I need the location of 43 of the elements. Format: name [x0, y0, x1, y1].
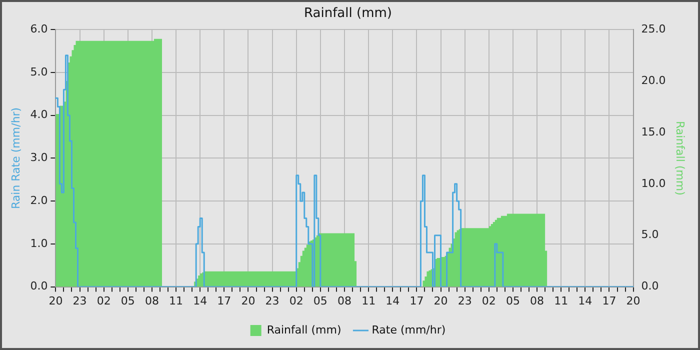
- x-tick-label: 14: [578, 294, 592, 308]
- y-tick-label: 6.0: [30, 22, 48, 36]
- y-tick-label: 3.0: [30, 151, 48, 164]
- y2-tick-label: 15.0: [641, 125, 666, 138]
- x-tick-label: 11: [362, 294, 376, 308]
- x-tick-label: 05: [313, 294, 328, 308]
- y-tick-label: 0.0: [30, 280, 48, 293]
- x-tick-label: 02: [96, 294, 111, 308]
- legend-label: Rate (mm/hr): [372, 323, 446, 336]
- y-tick-label: 5.0: [30, 65, 48, 78]
- y2-tick-label: 0.0: [641, 280, 659, 293]
- x-tick-label: 20: [241, 294, 256, 308]
- x-tick-label: 11: [169, 294, 184, 308]
- x-tick-label: 02: [482, 294, 496, 308]
- x-tick-label: 14: [193, 294, 208, 308]
- x-tick-label: 11: [554, 294, 568, 308]
- y-tick-label: 1.0: [30, 236, 48, 250]
- x-tick-label: 20: [626, 294, 640, 308]
- y-tick-label: 2.0: [30, 194, 48, 207]
- y2-axis-title: Rainfall (mm): [674, 120, 687, 196]
- x-tick-label: 23: [458, 294, 472, 308]
- x-tick-label: 17: [410, 294, 424, 308]
- x-tick-label: 23: [72, 294, 87, 308]
- x-tick-label: 20: [48, 294, 63, 308]
- y2-tick-label: 5.0: [641, 228, 659, 242]
- y2-tick-label: 10.0: [641, 176, 666, 190]
- x-tick-label: 17: [602, 294, 616, 308]
- y2-tick-label: 25.0: [641, 22, 666, 36]
- chart-title: Rainfall (mm): [304, 6, 392, 22]
- legend-label: Rainfall (mm): [266, 323, 342, 336]
- x-tick-label: 05: [506, 294, 520, 308]
- x-tick-label: 08: [144, 294, 159, 308]
- x-tick-label: 08: [530, 294, 544, 308]
- x-tick-label: 05: [120, 294, 135, 308]
- y-axis-title: Rain Rate (mm/hr): [9, 107, 22, 210]
- x-tick-label: 20: [434, 294, 448, 308]
- y2-tick-label: 20.0: [641, 74, 666, 87]
- x-tick-label: 02: [289, 294, 304, 308]
- x-tick-label: 14: [386, 294, 400, 308]
- x-tick-label: 23: [265, 294, 280, 308]
- x-tick-label: 17: [217, 294, 232, 308]
- x-tick-label: 08: [338, 294, 352, 308]
- y-tick-label: 4.0: [30, 108, 48, 122]
